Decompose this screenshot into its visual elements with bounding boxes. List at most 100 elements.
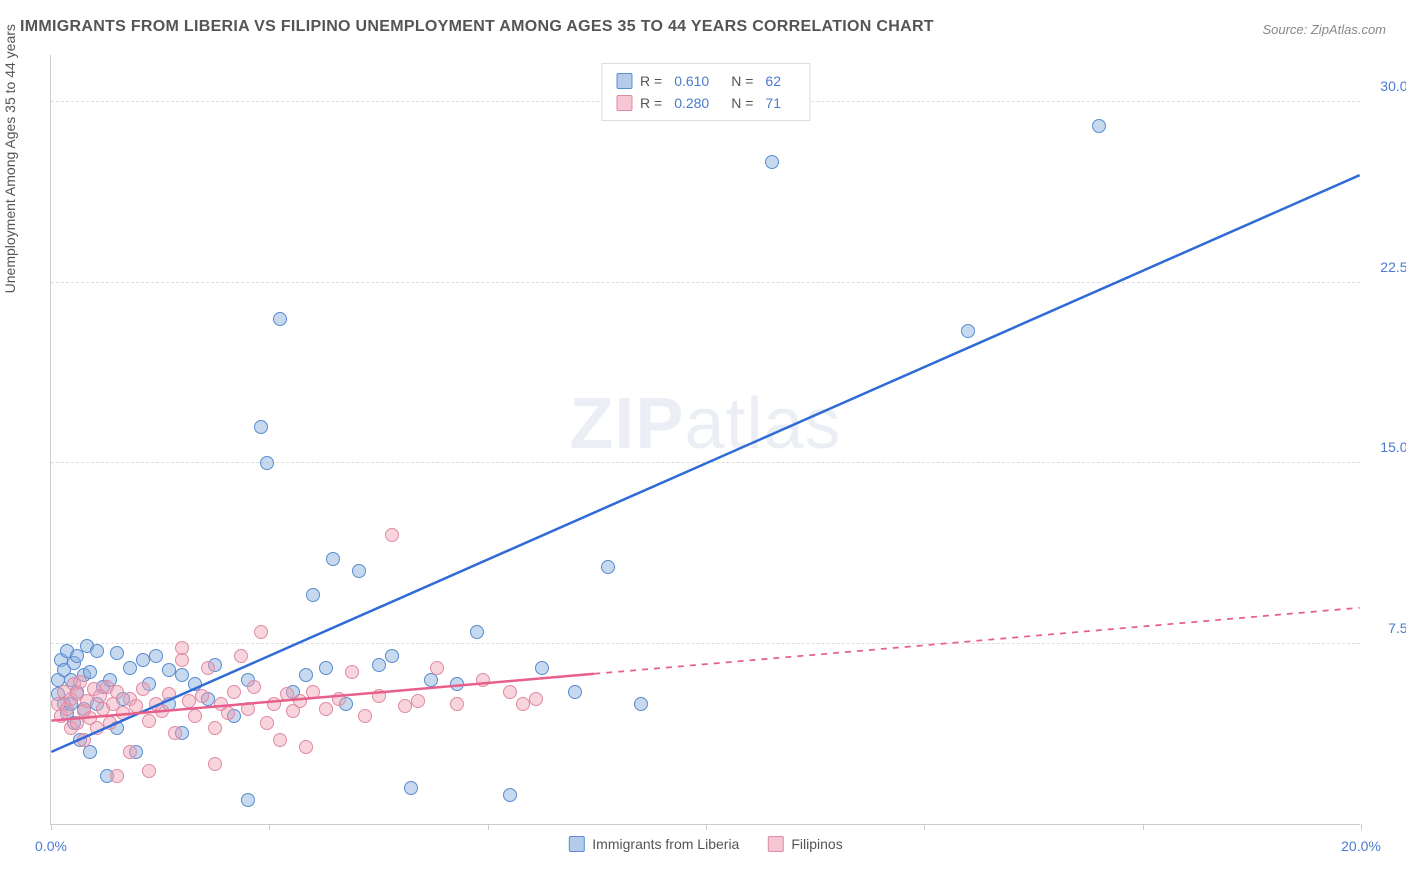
- data-point: [306, 588, 320, 602]
- data-point: [254, 625, 268, 639]
- data-point: [136, 682, 150, 696]
- r-label-2: R =: [640, 92, 662, 114]
- data-point: [267, 697, 281, 711]
- data-point: [77, 733, 91, 747]
- watermark-light: atlas: [684, 384, 841, 464]
- data-point: [136, 653, 150, 667]
- data-point: [247, 680, 261, 694]
- data-point: [110, 646, 124, 660]
- data-point: [195, 689, 209, 703]
- data-point: [80, 694, 94, 708]
- x-tick: [1361, 824, 1362, 830]
- r-value-blue: 0.610: [674, 70, 709, 92]
- y-tick-label: 22.5%: [1365, 259, 1406, 275]
- data-point: [70, 716, 84, 730]
- gridline: [51, 282, 1360, 283]
- data-point: [241, 702, 255, 716]
- data-point: [110, 769, 124, 783]
- data-point: [260, 716, 274, 730]
- x-tick: [924, 824, 925, 830]
- data-point: [450, 677, 464, 691]
- legend-swatch-blue-icon: [568, 836, 584, 852]
- data-point: [299, 668, 313, 682]
- data-point: [175, 653, 189, 667]
- data-point: [326, 552, 340, 566]
- n-value-pink: 71: [765, 92, 781, 114]
- x-tick: [51, 824, 52, 830]
- data-point: [385, 528, 399, 542]
- trend-line-solid: [51, 175, 1359, 752]
- data-point: [299, 740, 313, 754]
- data-point: [273, 312, 287, 326]
- chart-container: IMMIGRANTS FROM LIBERIA VS FILIPINO UNEM…: [0, 0, 1406, 892]
- data-point: [601, 560, 615, 574]
- data-point: [470, 625, 484, 639]
- legend-series: Immigrants from Liberia Filipinos: [568, 836, 842, 852]
- data-point: [260, 456, 274, 470]
- data-point: [319, 702, 333, 716]
- data-point: [208, 721, 222, 735]
- data-point: [201, 661, 215, 675]
- watermark-bold: ZIP: [569, 384, 684, 464]
- data-point: [516, 697, 530, 711]
- data-point: [182, 694, 196, 708]
- gridline: [51, 643, 1360, 644]
- x-tick: [1143, 824, 1144, 830]
- legend-item-pink: Filipinos: [767, 836, 842, 852]
- n-label: N =: [731, 70, 753, 92]
- swatch-blue-icon: [616, 73, 632, 89]
- data-point: [385, 649, 399, 663]
- data-point: [123, 661, 137, 675]
- data-point: [1092, 119, 1106, 133]
- data-point: [155, 704, 169, 718]
- data-point: [123, 745, 137, 759]
- legend-stats-box: R = 0.610 N = 62 R = 0.280 N = 71: [601, 63, 810, 121]
- data-point: [83, 745, 97, 759]
- data-point: [129, 699, 143, 713]
- data-point: [221, 706, 235, 720]
- data-point: [116, 706, 130, 720]
- data-point: [424, 673, 438, 687]
- n-label-2: N =: [731, 92, 753, 114]
- data-point: [450, 697, 464, 711]
- n-value-blue: 62: [765, 70, 781, 92]
- data-point: [227, 685, 241, 699]
- x-tick: [488, 824, 489, 830]
- legend-item-blue: Immigrants from Liberia: [568, 836, 739, 852]
- data-point: [110, 685, 124, 699]
- y-tick-label: 7.5%: [1365, 620, 1406, 636]
- legend-swatch-pink-icon: [767, 836, 783, 852]
- data-point: [90, 721, 104, 735]
- data-point: [280, 687, 294, 701]
- legend-stats-row-blue: R = 0.610 N = 62: [616, 70, 795, 92]
- data-point: [175, 641, 189, 655]
- data-point: [503, 685, 517, 699]
- data-point: [535, 661, 549, 675]
- data-point: [529, 692, 543, 706]
- trend-line-dashed: [594, 608, 1359, 674]
- data-point: [372, 658, 386, 672]
- data-point: [568, 685, 582, 699]
- data-point: [162, 687, 176, 701]
- r-value-pink: 0.280: [674, 92, 709, 114]
- x-tick-label: 0.0%: [35, 838, 67, 854]
- data-point: [398, 699, 412, 713]
- data-point: [162, 663, 176, 677]
- data-point: [142, 764, 156, 778]
- x-tick-label: 20.0%: [1341, 838, 1381, 854]
- data-point: [634, 697, 648, 711]
- data-point: [142, 714, 156, 728]
- data-point: [175, 668, 189, 682]
- data-point: [168, 726, 182, 740]
- data-point: [358, 709, 372, 723]
- data-point: [411, 694, 425, 708]
- source-attribution: Source: ZipAtlas.com: [1262, 22, 1386, 37]
- r-label: R =: [640, 70, 662, 92]
- data-point: [306, 685, 320, 699]
- data-point: [254, 420, 268, 434]
- data-point: [476, 673, 490, 687]
- data-point: [188, 709, 202, 723]
- watermark: ZIPatlas: [569, 383, 841, 465]
- swatch-pink-icon: [616, 95, 632, 111]
- data-point: [293, 694, 307, 708]
